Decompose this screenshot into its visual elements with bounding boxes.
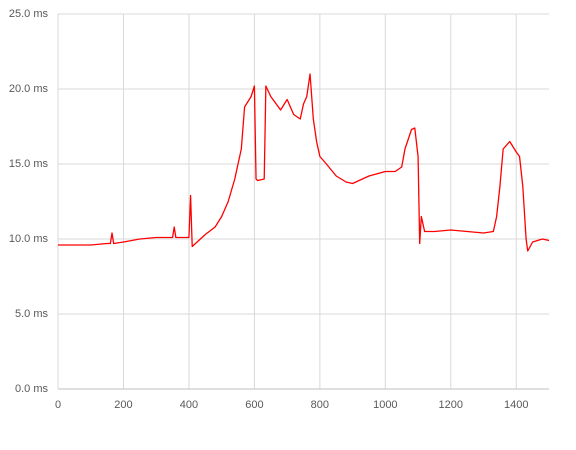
x-tick-label: 0 <box>55 399 61 411</box>
y-tick-label: 25.0 ms <box>9 8 49 20</box>
x-tick-label: 1400 <box>504 399 528 411</box>
x-tick-label: 800 <box>311 399 329 411</box>
x-tick-label: 400 <box>180 399 198 411</box>
y-tick-label: 15.0 ms <box>9 158 49 170</box>
x-tick-label: 200 <box>114 399 132 411</box>
y-tick-label: 0.0 ms <box>15 383 49 395</box>
y-tick-label: 5.0 ms <box>15 308 49 320</box>
x-tick-label: 600 <box>245 399 263 411</box>
y-tick-label: 20.0 ms <box>9 83 49 95</box>
line <box>58 73 550 252</box>
x-tick-label: 1200 <box>439 399 463 411</box>
y-tick-label: 10.0 ms <box>9 233 49 245</box>
x-tick-label: 1000 <box>373 399 397 411</box>
